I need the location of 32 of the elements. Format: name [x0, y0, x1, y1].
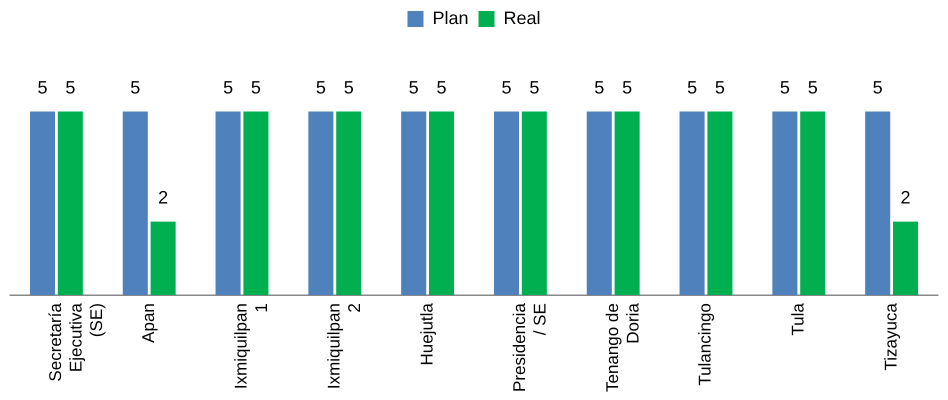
data-label: 5 [622, 77, 632, 98]
data-label: 5 [344, 77, 354, 98]
data-label: 5 [714, 77, 725, 98]
data-label: 5 [130, 77, 140, 98]
data-label: 5 [808, 77, 818, 98]
x-tick-label: Tizayuca [881, 302, 900, 371]
data-label: 2 [158, 188, 168, 208]
data-label: 5 [250, 77, 261, 98]
data-label: 5 [780, 77, 790, 98]
legend-label: Real [504, 8, 541, 28]
legend-label: Plan [432, 8, 469, 28]
x-tick-label: Tula [788, 302, 808, 336]
x-tick-label: Tenango de Doria [602, 302, 642, 392]
data-label: 5 [501, 77, 512, 98]
x-tick-label: Apan [138, 303, 158, 343]
data-label: 5 [37, 77, 48, 98]
x-tick-label: Ixmiquilpan 1 [232, 303, 272, 390]
data-label: 5 [687, 77, 698, 98]
data-label: 5 [872, 77, 883, 98]
x-tick-label: Secretaría Ejecutiva (SE) [46, 302, 106, 382]
x-tick-label: Presidencia / SE [510, 302, 550, 392]
data-label: 5 [594, 77, 604, 98]
x-tick-label: Tulancingo [696, 303, 715, 386]
x-tick-label: Huejutla [417, 302, 436, 366]
data-label: 5 [408, 77, 419, 98]
x-tick-label: Ixmiquilpan 2 [324, 303, 364, 390]
data-label: 5 [436, 77, 447, 98]
data-label: 5 [316, 77, 326, 98]
data-label: 2 [900, 188, 911, 208]
data-label: 5 [529, 77, 540, 98]
data-label: 5 [65, 77, 76, 98]
data-label: 5 [223, 77, 234, 98]
